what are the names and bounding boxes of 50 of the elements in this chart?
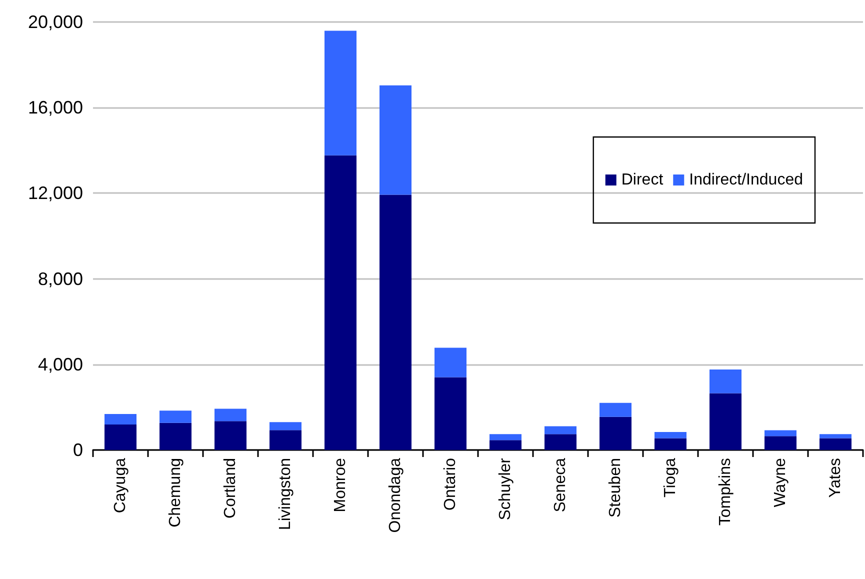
x-tick-label: Ontario (442, 458, 459, 510)
y-tick-label: 0 (72, 440, 83, 460)
bar (214, 408, 246, 422)
bar (820, 434, 852, 438)
x-tick-label: Cortland (222, 458, 239, 518)
x-tick-label: Tioga (662, 458, 679, 498)
x-tick-label: Onondaga (387, 458, 404, 533)
bar (270, 430, 302, 450)
bar (214, 421, 246, 450)
x-tick-label: Seneca (552, 458, 569, 512)
bar (820, 438, 852, 450)
bar (710, 393, 742, 450)
bar (434, 348, 466, 378)
bar (434, 377, 466, 450)
bar (380, 85, 412, 195)
legend-label: Indirect/Induced (689, 172, 804, 188)
x-tick-label: Wayne (772, 458, 789, 508)
x-tick-label: Chemung (167, 458, 184, 528)
bar (764, 436, 796, 450)
bar (654, 438, 686, 450)
bar (380, 194, 412, 450)
x-tick-label: Yates (827, 458, 844, 498)
y-tick-label: 4,000 (38, 354, 83, 374)
bar (104, 424, 136, 450)
y-tick-label: 16,000 (28, 98, 83, 118)
y-tick-label: 8,000 (38, 268, 83, 289)
x-tick-label: Steuben (607, 458, 624, 518)
y-tick-label: 12,000 (28, 183, 83, 204)
bar (544, 426, 576, 434)
bar (104, 414, 136, 425)
legend-label: Direct (621, 172, 664, 188)
bar (160, 410, 192, 423)
y-tick-label: 20,000 (28, 12, 83, 32)
bar (544, 434, 576, 450)
x-tick-label: Monroe (332, 458, 349, 512)
bar (654, 432, 686, 438)
bar (270, 422, 302, 430)
x-tick-label: Livingston (277, 458, 294, 530)
bar (490, 434, 522, 440)
bar (600, 416, 632, 450)
x-tick-label: Tompkins (717, 458, 734, 526)
x-tick-label: Schuyler (497, 457, 514, 520)
bar (600, 402, 632, 417)
bar (490, 440, 522, 450)
bar (324, 155, 356, 450)
bar (160, 422, 192, 450)
bar (764, 430, 796, 436)
bar (324, 30, 356, 156)
x-tick-label: Cayuga (112, 458, 129, 514)
bar (710, 370, 742, 394)
